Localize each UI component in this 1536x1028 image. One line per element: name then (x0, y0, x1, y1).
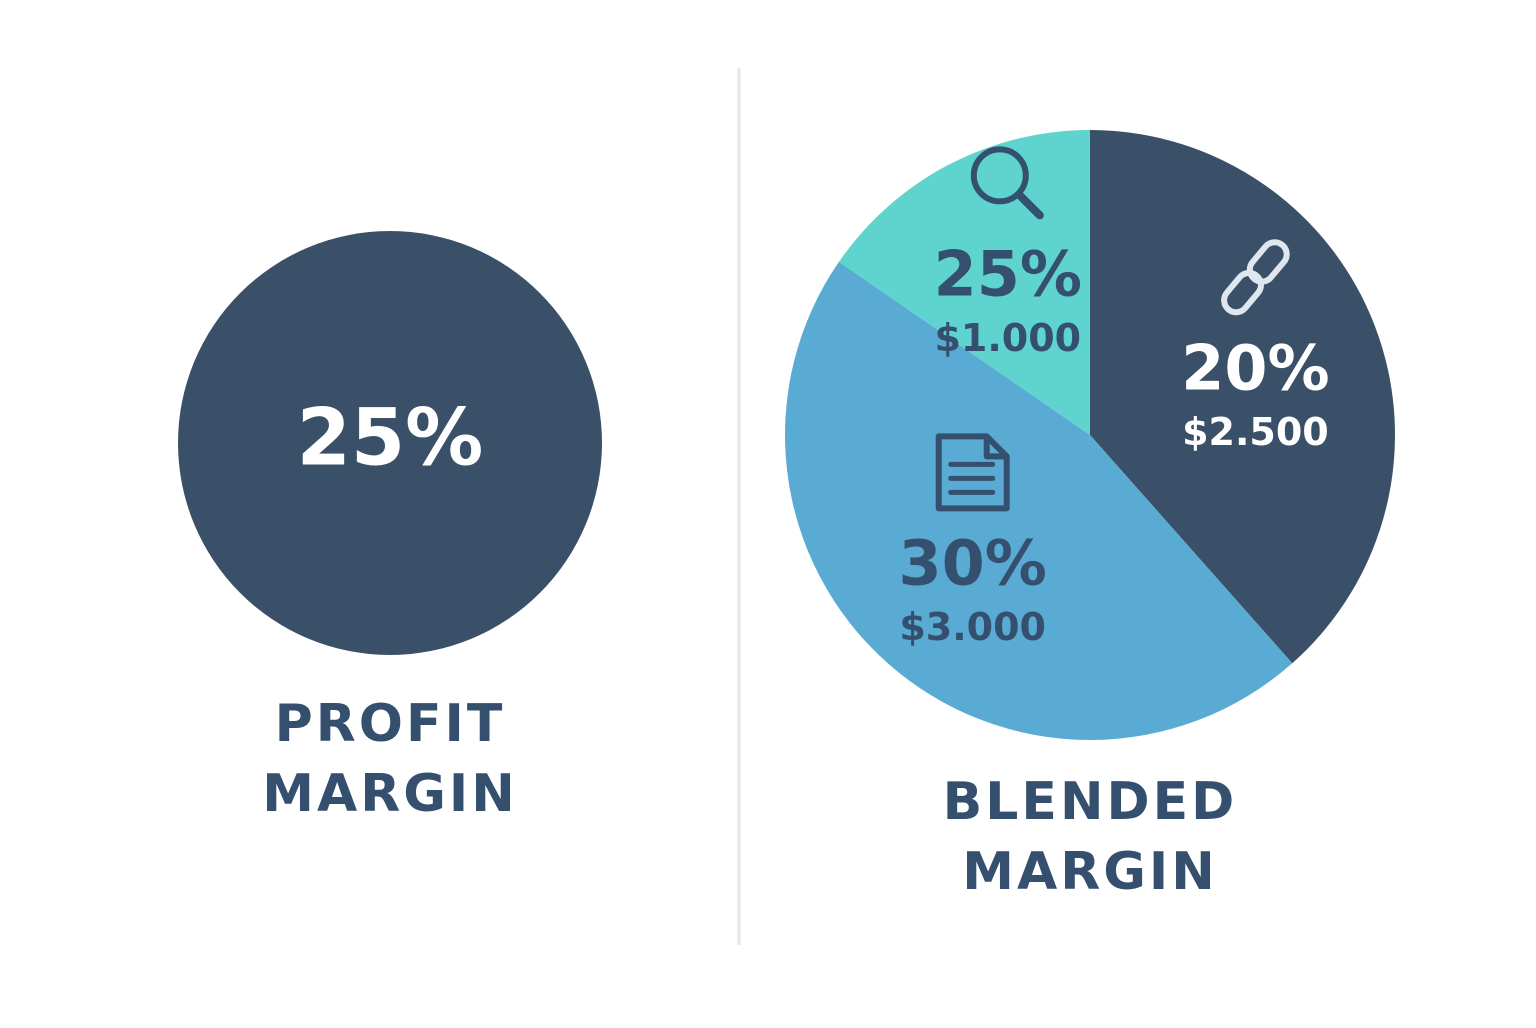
icon-search (970, 146, 1044, 220)
chart-title: MARGIN (962, 842, 1218, 902)
chart-title: MARGIN (262, 764, 518, 824)
slice-margin: 30% (898, 527, 1046, 600)
slice-value: $3.000 (899, 605, 1046, 649)
kpi-label: 25% (297, 393, 484, 483)
chart-title: PROFIT (275, 694, 506, 754)
icon-part (970, 146, 1029, 205)
kpi-circle (178, 231, 602, 655)
icon-part (1014, 190, 1044, 220)
icon-part (935, 433, 1010, 512)
icon-part (1246, 239, 1290, 285)
chart-title: BLENDED (943, 772, 1238, 832)
pie-slice (1090, 130, 1395, 664)
icon-document (935, 433, 1010, 512)
slice-value: $1.000 (934, 316, 1081, 360)
slice-margin: 20% (1181, 331, 1329, 404)
slice-margin: 25% (934, 237, 1082, 310)
pie-slice (784, 261, 1293, 741)
slice-value: $2.500 (1182, 410, 1329, 454)
icon-part (1221, 269, 1264, 316)
icon-link (1221, 239, 1290, 316)
